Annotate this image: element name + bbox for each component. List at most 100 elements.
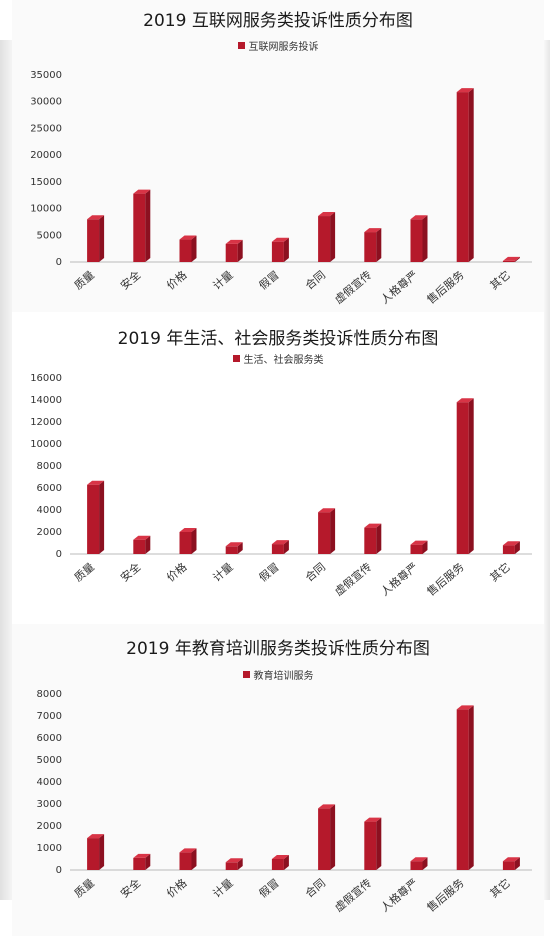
- bar-7: [410, 857, 428, 870]
- chart-title: 2019 年生活、社会服务类投诉性质分布图: [117, 329, 439, 349]
- bar-side: [422, 215, 428, 262]
- bar-side: [145, 535, 151, 554]
- bar-side: [376, 228, 382, 262]
- bar-4: [271, 855, 289, 870]
- bar-6: [364, 523, 382, 554]
- bar-front: [271, 859, 284, 870]
- bar-front: [456, 92, 469, 263]
- chart-legend: 教育培训服务: [12, 667, 544, 682]
- chart-legend: 互联网服务投诉: [12, 38, 544, 53]
- bar-side: [330, 508, 336, 554]
- chart-internet-services: 2019 互联网服务类投诉性质分布图 互联网服务投诉 35000 30000 250…: [12, 0, 544, 312]
- bar-top: [456, 88, 474, 93]
- bar-top: [225, 858, 243, 863]
- bar-top: [133, 535, 151, 540]
- bar-front: [410, 544, 423, 554]
- bar-9: [502, 256, 520, 262]
- x-category-label: 质量: [72, 876, 97, 900]
- bar-front: [225, 243, 238, 262]
- y-tick-label: 6000: [37, 483, 62, 494]
- bar-9: [502, 541, 520, 554]
- bar-3: [225, 239, 243, 262]
- bar-top: [456, 398, 474, 403]
- bar-front: [318, 512, 331, 554]
- bar-front: [87, 219, 100, 262]
- y-tick-label: 0: [56, 257, 62, 268]
- bar-top: [318, 804, 336, 809]
- y-tick-label: 6000: [37, 733, 62, 744]
- bar-top: [410, 540, 428, 545]
- bar-side: [514, 541, 520, 554]
- bar-front: [133, 539, 146, 554]
- bar-0: [87, 834, 105, 870]
- y-tick-label: 35000: [30, 70, 62, 81]
- bar-front: [179, 239, 192, 262]
- x-category-label: 计量: [210, 560, 235, 584]
- bar-1: [133, 189, 151, 262]
- bar-top: [87, 215, 105, 220]
- bar-top: [318, 212, 336, 217]
- x-category-label: 售后服务: [424, 268, 467, 307]
- y-tick-label: 12000: [30, 417, 62, 428]
- bar-0: [87, 480, 105, 554]
- x-category-label: 人格尊严: [378, 560, 421, 599]
- bar-4: [271, 540, 289, 554]
- legend-label: 生活、社会服务类: [243, 355, 324, 366]
- bar-front: [364, 527, 377, 554]
- bar-2: [179, 848, 197, 870]
- bar-side: [468, 88, 474, 263]
- x-category-label: 人格尊严: [378, 876, 421, 915]
- bar-front: [87, 838, 100, 870]
- y-tick-label: 7000: [37, 711, 62, 722]
- x-category-label: 虚假宣传: [332, 268, 375, 307]
- bar-front: [179, 532, 192, 554]
- bar-top: [502, 857, 520, 862]
- bar-front: [318, 808, 331, 870]
- y-tick-label: 0: [56, 865, 62, 876]
- chart-life-social-services: 2019 年生活、社会服务类投诉性质分布图 生活、社会服务类 16000 1400…: [12, 318, 544, 618]
- legend-swatch: [237, 42, 245, 49]
- bar-top: [410, 857, 428, 862]
- bar-front: [456, 709, 469, 870]
- y-tick-label: 25000: [30, 123, 62, 134]
- bar-side: [99, 215, 105, 262]
- bar-5: [318, 804, 336, 870]
- bar-top: [133, 853, 151, 858]
- x-category-label: 假冒: [256, 560, 282, 585]
- bar-side: [514, 857, 520, 870]
- bar-3: [225, 542, 243, 554]
- bar-top: [225, 239, 243, 244]
- bar-side: [422, 857, 428, 870]
- bar-top: [456, 705, 474, 710]
- bar-1: [133, 853, 151, 870]
- bar-top: [364, 817, 382, 822]
- bar-side: [283, 540, 289, 554]
- x-category-label: 质量: [72, 268, 97, 292]
- x-category-label: 安全: [117, 560, 143, 585]
- legend-label: 教育培训服务: [253, 671, 314, 682]
- y-tick-label: 4000: [37, 777, 62, 788]
- bar-top: [271, 540, 289, 545]
- bar-front: [502, 861, 515, 870]
- x-category-label: 虚假宣传: [332, 560, 375, 599]
- y-tick-label: 3000: [37, 799, 62, 810]
- bar-0: [87, 215, 105, 262]
- bar-top: [364, 523, 382, 528]
- bar-side: [283, 237, 289, 262]
- y-tick-label: 1000: [37, 843, 62, 854]
- chart-title: 2019 互联网服务类投诉性质分布图: [143, 11, 413, 31]
- bar-top: [225, 542, 243, 547]
- bar-side: [237, 858, 243, 870]
- bar-top: [502, 256, 520, 261]
- x-category-label: 安全: [117, 876, 143, 901]
- bar-top: [87, 834, 105, 839]
- bar-8: [456, 88, 474, 263]
- x-category-label: 其它: [487, 876, 513, 901]
- legend-swatch: [242, 671, 250, 678]
- bar-front: [271, 544, 284, 554]
- y-tick-label: 14000: [30, 395, 62, 406]
- y-tick-label: 30000: [30, 97, 62, 108]
- y-tick-label: 2000: [37, 821, 62, 832]
- bar-side: [330, 804, 336, 870]
- bar-8: [456, 705, 474, 870]
